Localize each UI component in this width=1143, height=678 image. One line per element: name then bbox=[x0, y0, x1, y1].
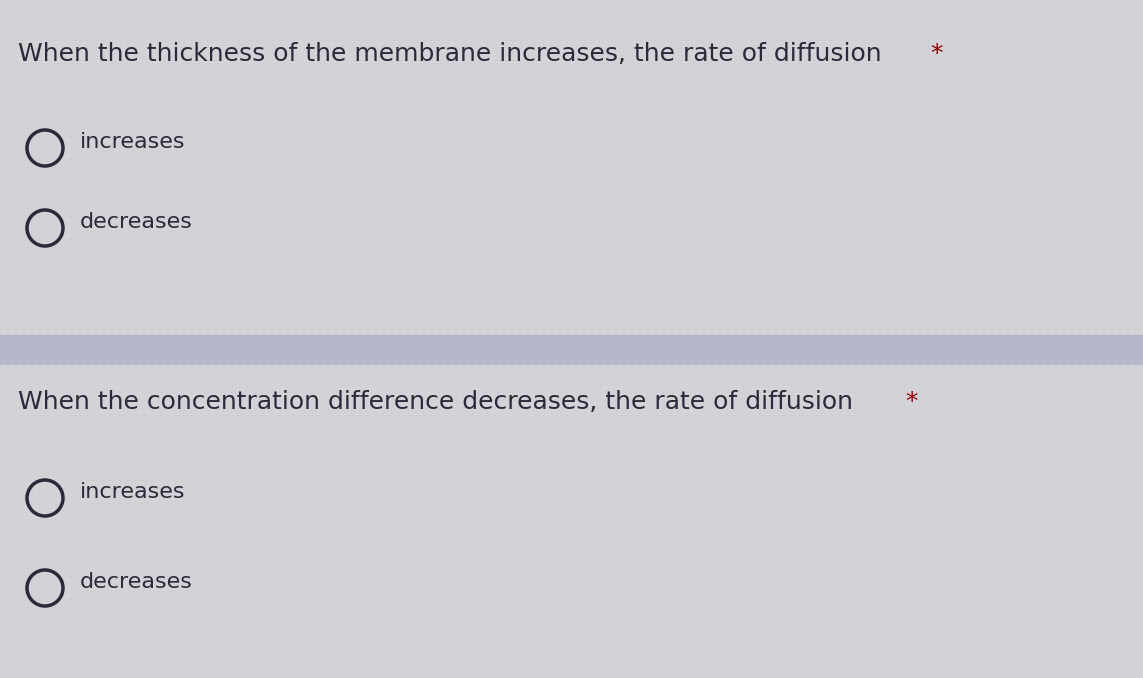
Text: decreases: decreases bbox=[80, 572, 193, 592]
Text: *: * bbox=[930, 42, 942, 66]
Text: *: * bbox=[905, 390, 918, 414]
FancyBboxPatch shape bbox=[0, 335, 1143, 365]
Text: When the thickness of the membrane increases, the rate of diffusion: When the thickness of the membrane incre… bbox=[18, 42, 889, 66]
Text: increases: increases bbox=[80, 132, 185, 152]
Text: decreases: decreases bbox=[80, 212, 193, 232]
Text: increases: increases bbox=[80, 482, 185, 502]
Text: When the concentration difference decreases, the rate of diffusion: When the concentration difference decrea… bbox=[18, 390, 861, 414]
